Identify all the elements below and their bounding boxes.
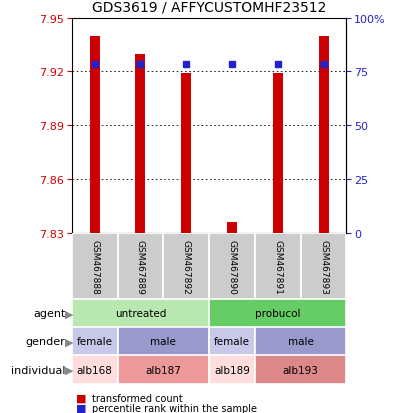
Bar [72,299,209,328]
Text: GSM467888: GSM467888 [90,239,99,294]
Bar [254,356,346,384]
Bar [72,356,117,384]
Bar [117,328,209,356]
Text: ▶: ▶ [65,309,73,318]
Text: ■: ■ [76,403,86,413]
Bar [300,233,346,299]
Bar [254,233,300,299]
Bar [72,233,117,299]
Bar [209,233,254,299]
Text: GSM467889: GSM467889 [136,239,144,294]
Text: GSM467890: GSM467890 [227,239,236,294]
Bar [254,328,346,356]
Title: GDS3619 / AFFYCUSTOMHF23512: GDS3619 / AFFYCUSTOMHF23512 [92,1,326,14]
Text: probucol: probucol [254,309,300,318]
Bar [318,36,328,233]
Text: agent: agent [33,309,65,318]
Text: GSM467891: GSM467891 [273,239,281,294]
Bar [181,74,191,233]
Text: ▶: ▶ [65,365,73,375]
Text: GSM467893: GSM467893 [318,239,327,294]
Text: alb189: alb189 [213,365,249,375]
Bar [209,328,254,356]
Bar [72,328,117,356]
Bar [163,233,209,299]
Text: gender: gender [26,337,65,347]
Text: untreated: untreated [115,309,166,318]
Text: ▶: ▶ [65,337,73,347]
Text: percentile rank within the sample: percentile rank within the sample [92,403,256,413]
Text: individual: individual [11,365,65,375]
Bar [117,233,163,299]
Bar [135,55,145,233]
Text: male: male [150,337,176,347]
Text: alb193: alb193 [282,365,318,375]
Text: female: female [76,337,112,347]
Bar [90,36,99,233]
Bar [209,299,346,328]
Bar [209,356,254,384]
Text: male: male [287,337,313,347]
Text: transformed count: transformed count [92,393,182,403]
Text: alb168: alb168 [76,365,112,375]
Text: female: female [213,337,249,347]
Text: ■: ■ [76,393,86,403]
Text: alb187: alb187 [145,365,181,375]
Bar [227,223,236,233]
Bar [117,356,209,384]
Bar [272,74,282,233]
Text: GSM467892: GSM467892 [181,239,190,294]
